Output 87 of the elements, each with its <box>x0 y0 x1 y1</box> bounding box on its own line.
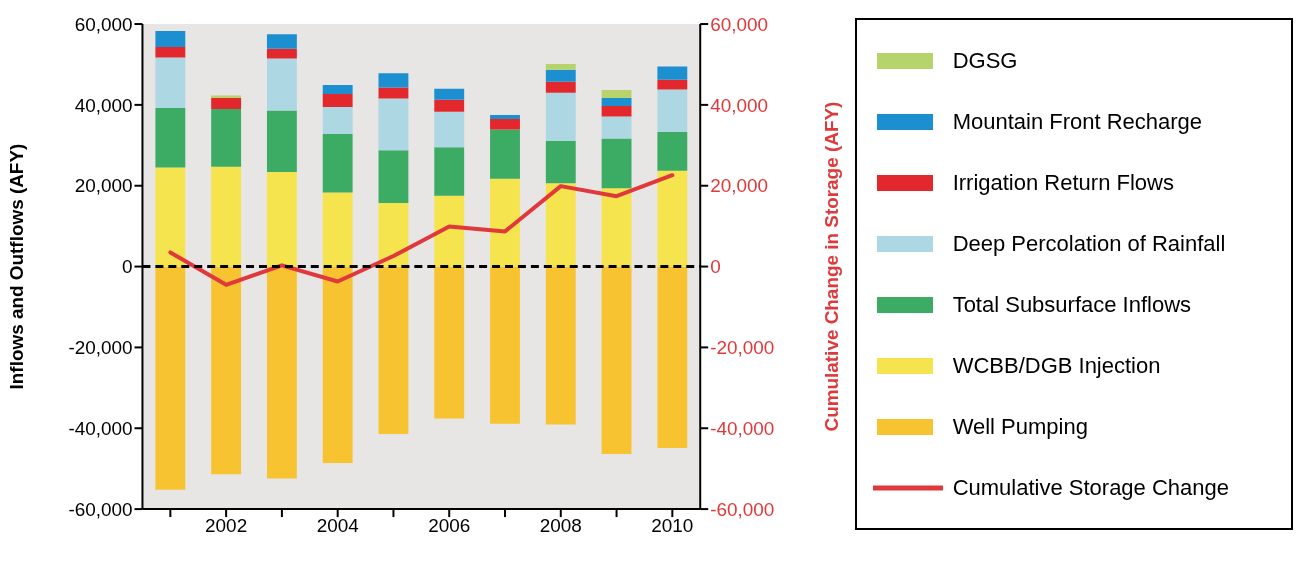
bar <box>155 266 186 490</box>
bar <box>434 111 465 148</box>
bar <box>601 98 632 107</box>
y-tick-label: 20,000 <box>74 175 133 197</box>
bar <box>378 98 409 151</box>
x-tick-label: 2004 <box>316 515 359 537</box>
bar <box>601 138 632 189</box>
y2-tick-label: 60,000 <box>710 13 769 35</box>
bar <box>322 106 353 134</box>
bar <box>545 69 576 82</box>
legend-label: Irrigation Return Flows <box>952 169 1174 196</box>
x-tick-label: 2002 <box>205 515 248 537</box>
y-tick-label: 60,000 <box>74 13 133 35</box>
y-tick-label: -40,000 <box>68 417 133 439</box>
bar <box>211 166 242 267</box>
bar <box>211 98 242 109</box>
bar <box>601 89 632 99</box>
bar <box>266 58 297 111</box>
legend-label: Well Pumping <box>952 413 1088 440</box>
bar <box>322 133 353 193</box>
bar <box>657 79 688 90</box>
bar <box>545 92 576 141</box>
bar <box>434 147 465 196</box>
bar <box>601 266 632 455</box>
y-tick-label: -60,000 <box>68 498 133 520</box>
y2-tick-label: -60,000 <box>710 498 775 520</box>
bar <box>322 266 353 464</box>
bar <box>322 85 353 94</box>
bar <box>211 108 242 167</box>
bar <box>490 114 520 120</box>
y2-tick-label: -40,000 <box>710 417 775 439</box>
x-tick-label: 2006 <box>428 515 471 537</box>
y2-tick-label: 20,000 <box>710 175 769 197</box>
y-tick-label: -20,000 <box>68 337 133 359</box>
bar <box>378 150 409 204</box>
legend-label: WCBB/DGB Injection <box>952 352 1161 379</box>
bar <box>490 178 520 267</box>
bar <box>378 266 409 434</box>
bar <box>266 34 297 49</box>
bar <box>434 88 465 100</box>
bar <box>266 266 297 479</box>
bar <box>657 170 688 267</box>
bar <box>322 93 353 107</box>
legend-label: Total Subsurface Inflows <box>952 291 1192 318</box>
line-series <box>168 173 675 287</box>
bar <box>322 192 353 267</box>
bar <box>155 47 186 58</box>
bar <box>657 266 688 449</box>
bar <box>490 119 520 130</box>
bar <box>155 167 186 267</box>
y-axis-title: Inflows and Outflows (AFY) <box>5 143 27 390</box>
y2-axis-title: Cumulative Change in Storage (AFY) <box>821 101 843 432</box>
x-tick-label: 2008 <box>539 515 582 537</box>
legend-label: Deep Percolation of Rainfall <box>952 230 1226 257</box>
bar <box>155 30 186 48</box>
bar <box>155 108 186 168</box>
y2-tick-label: -20,000 <box>710 337 775 359</box>
bar <box>266 171 297 267</box>
bar <box>434 99 465 112</box>
bar <box>657 66 688 80</box>
bar <box>601 106 632 117</box>
bar <box>490 266 520 424</box>
x-tick-label: 2010 <box>651 515 694 537</box>
y2-tick-label: 40,000 <box>710 94 769 116</box>
bar <box>434 266 465 419</box>
legend-label: Mountain Front Recharge <box>952 108 1203 135</box>
bar <box>545 64 576 70</box>
legend-label: DGSG <box>952 47 1018 74</box>
bar <box>155 57 186 109</box>
bar <box>545 183 576 267</box>
legend-label: Cumulative Storage Change <box>952 474 1230 501</box>
y2-tick-label: 0 <box>710 256 721 278</box>
bar <box>490 129 520 179</box>
bar <box>434 195 465 267</box>
bar <box>266 110 297 172</box>
bar <box>545 81 576 93</box>
bar <box>545 140 576 184</box>
bar <box>211 266 242 475</box>
bar <box>545 266 576 425</box>
bar <box>378 73 409 88</box>
bar <box>657 89 688 132</box>
bar <box>601 188 632 267</box>
y-tick-label: 40,000 <box>74 94 133 116</box>
y-tick-label: 0 <box>121 256 133 278</box>
bar <box>601 116 632 139</box>
bar <box>657 131 688 171</box>
bar <box>266 48 297 59</box>
